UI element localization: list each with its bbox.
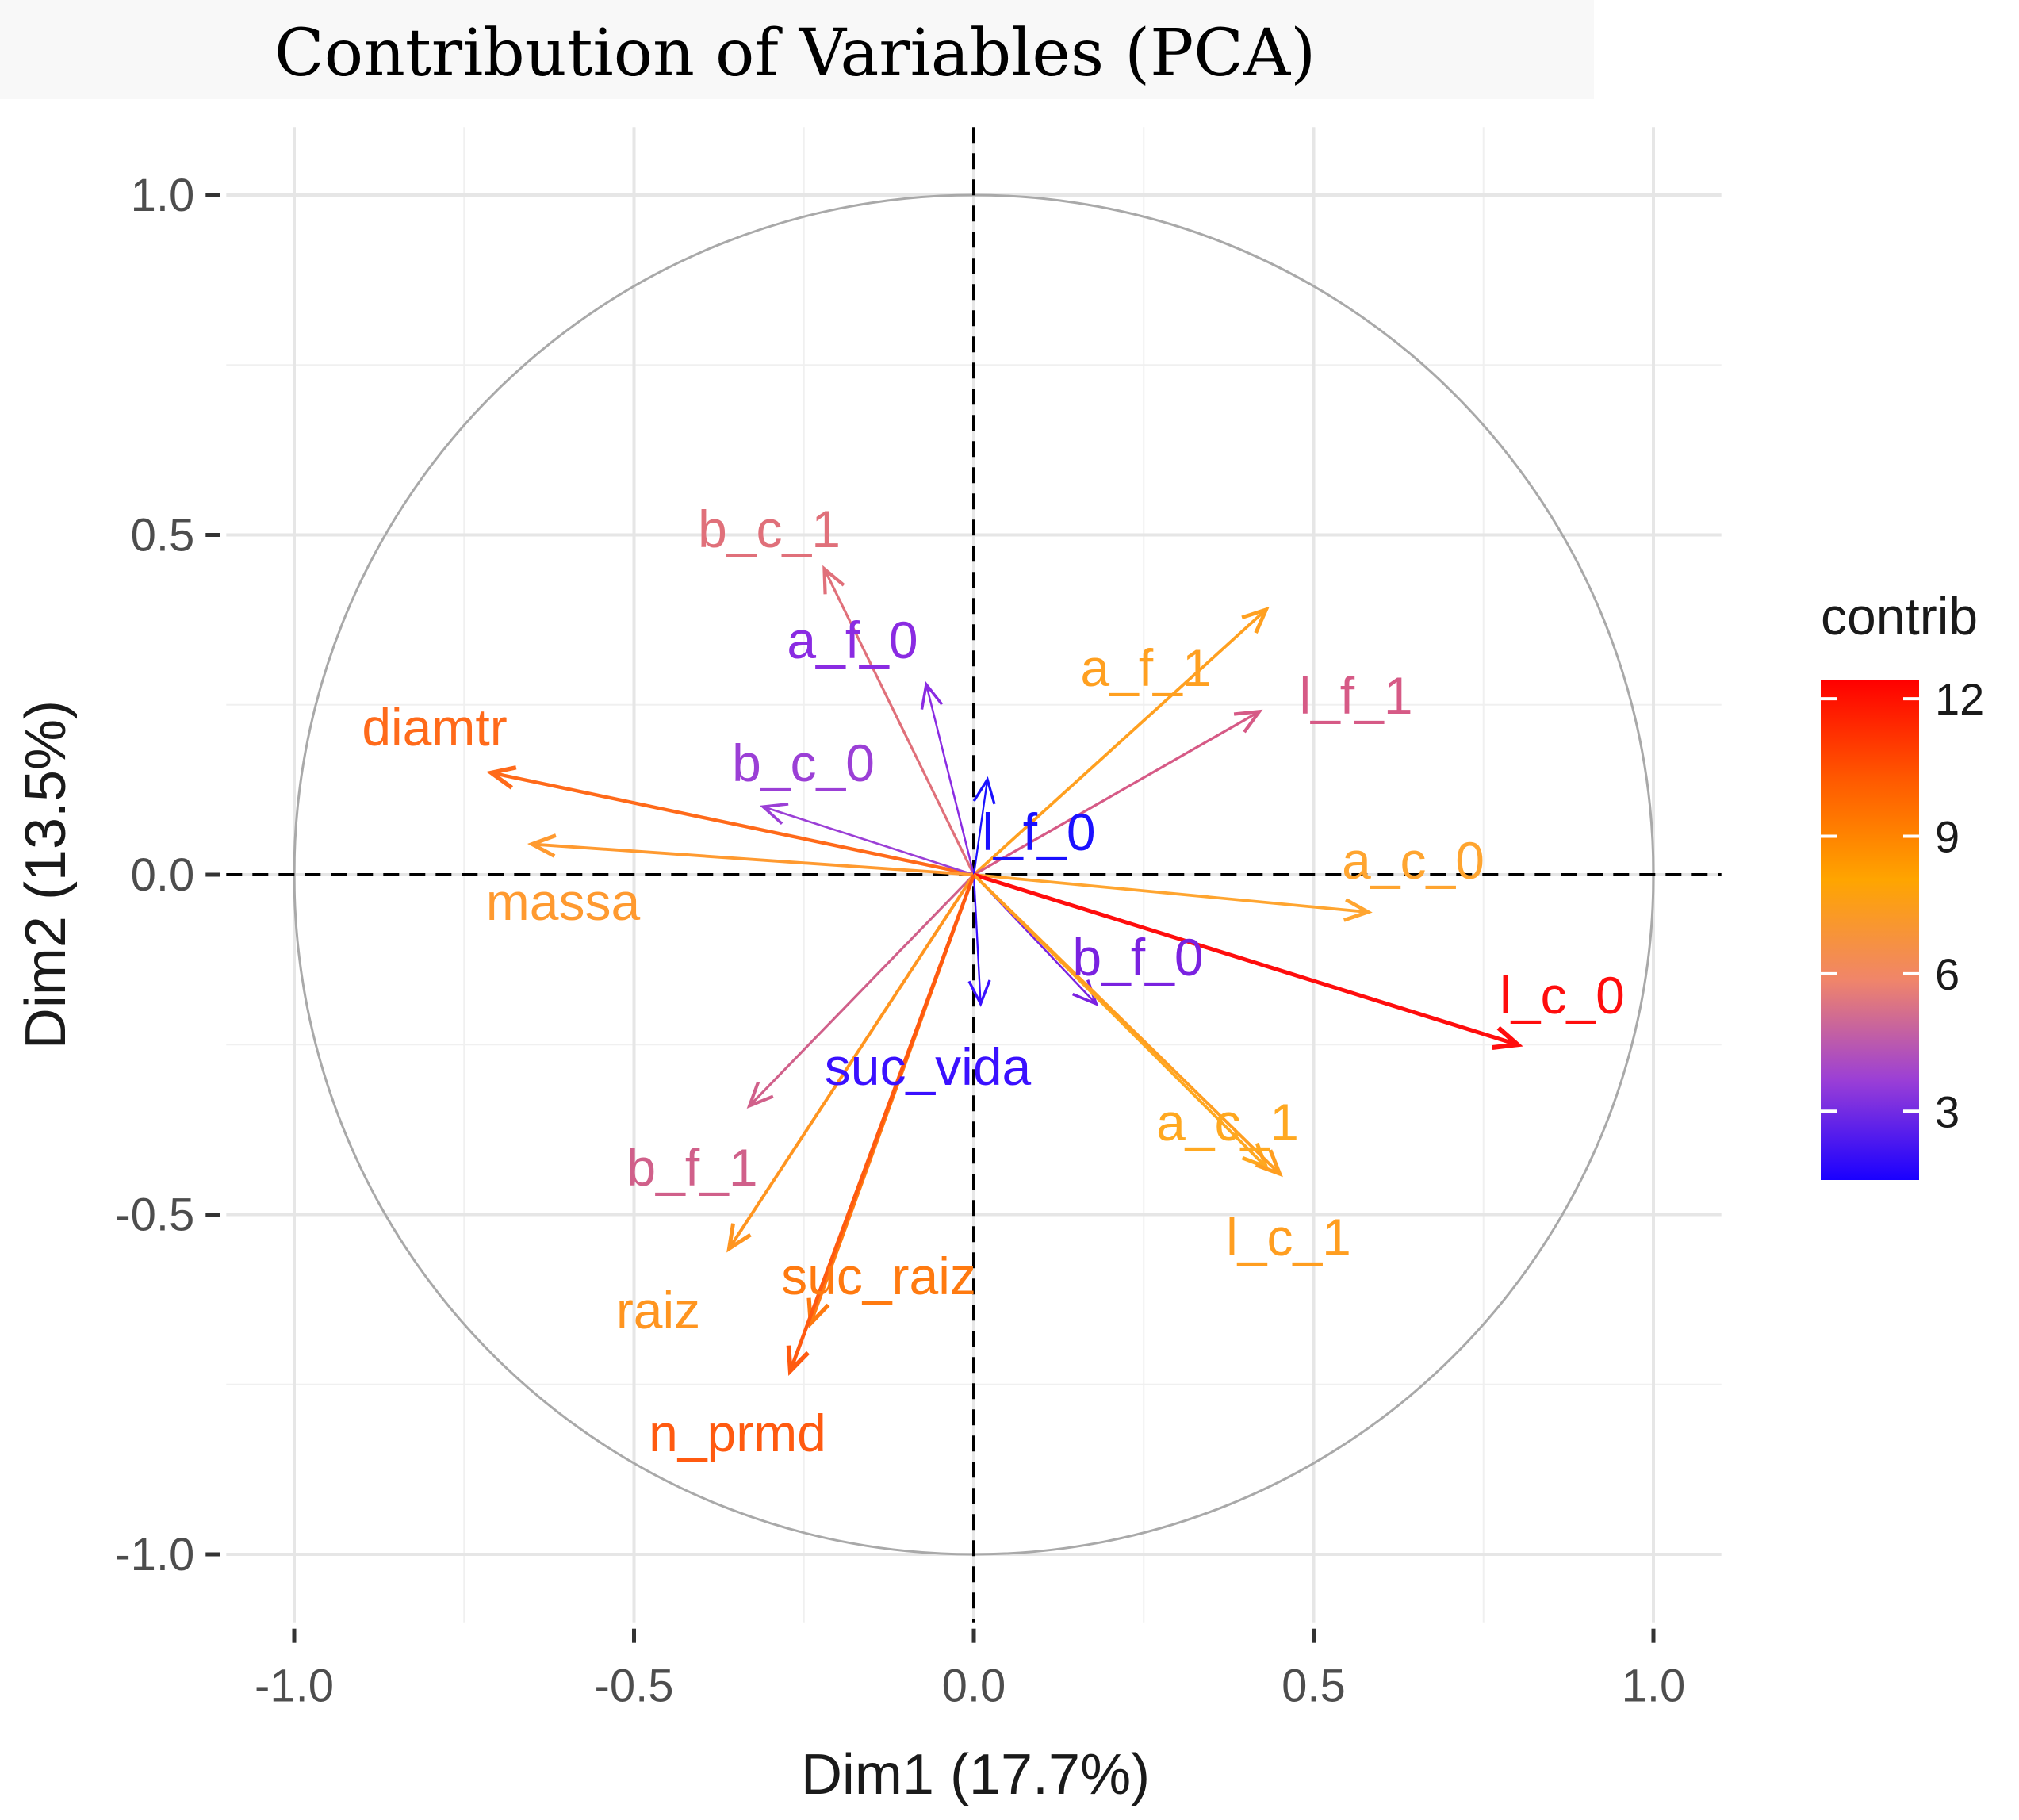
legend-tick-label: 12 xyxy=(1935,674,1984,724)
arrow-b_c_0 xyxy=(762,806,975,876)
chart-title: Contribution of Variables (PCA) xyxy=(274,16,1316,91)
label-a_f_0: a_f_0 xyxy=(787,611,918,669)
label-suc_raiz: suc_raiz xyxy=(781,1247,976,1305)
legend-title: contrib xyxy=(1821,587,1978,646)
arrowhead-diamtr xyxy=(486,765,517,790)
label-raiz: raiz xyxy=(616,1281,700,1339)
label-b_c_0: b_c_0 xyxy=(732,734,875,792)
arrow-l_f_0 xyxy=(972,779,989,876)
arrow-a_f_0 xyxy=(925,684,975,876)
arrowhead-l_f_1 xyxy=(1233,709,1263,734)
legend-tick-label: 3 xyxy=(1935,1086,1960,1136)
label-l_c_1: l_c_1 xyxy=(1226,1208,1351,1266)
arrowhead-a_c_0 xyxy=(1343,898,1373,922)
y-axis-label: Dim2 (13.5%) xyxy=(14,700,78,1049)
arrowhead-l_c_0 xyxy=(1492,1025,1523,1050)
arrowhead-massa xyxy=(527,833,557,858)
arrowhead-l_c_1 xyxy=(1255,1149,1283,1178)
label-a_c_0: a_c_0 xyxy=(1342,831,1485,890)
y-tick-label: -0.5 xyxy=(115,1190,194,1241)
arrow-l_f_1 xyxy=(973,710,1260,876)
label-l_f_1: l_f_1 xyxy=(1299,666,1412,725)
arrow-n_prmd xyxy=(788,874,976,1372)
arrow-massa xyxy=(531,842,975,876)
arrowhead-suc_raiz xyxy=(806,1297,830,1328)
arrow-b_c_1 xyxy=(823,568,975,876)
legend-tick-label: 6 xyxy=(1935,949,1960,999)
y-tick-label: 0.5 xyxy=(131,510,195,561)
arrowhead-raiz xyxy=(726,1223,752,1253)
label-diamtr: diamtr xyxy=(362,698,507,757)
label-b_c_1: b_c_1 xyxy=(698,500,841,558)
arrowhead-suc_vida xyxy=(967,979,991,1007)
arrowhead-b_f_1 xyxy=(746,1081,774,1109)
x-axis-label: Dim1 (17.7%) xyxy=(801,1743,1150,1807)
y-tick-label: -1.0 xyxy=(115,1529,194,1581)
x-axis: -1.0 -0.5 0.0 0.5 1.0 xyxy=(255,1628,1686,1712)
x-tick-label: -0.5 xyxy=(595,1661,674,1712)
label-l_c_0: l_c_0 xyxy=(1500,966,1625,1025)
y-tick-label: 1.0 xyxy=(131,170,195,221)
arrow-b_f_1 xyxy=(749,873,975,1107)
legend-colorbar xyxy=(1821,680,1919,1180)
x-tick-label: -1.0 xyxy=(255,1661,334,1712)
arrow-a_c_0 xyxy=(973,873,1369,914)
contrib-legend: contrib 12 9 6 3 xyxy=(1821,587,1984,1180)
label-massa: massa xyxy=(486,872,641,931)
label-n_prmd: n_prmd xyxy=(649,1404,826,1462)
x-tick-label: 0.0 xyxy=(942,1661,1006,1712)
y-tick-label: 0.0 xyxy=(131,849,195,901)
arrowhead-a_f_1 xyxy=(1241,606,1270,634)
variable-arrows xyxy=(486,565,1523,1377)
arrow-l_c_0 xyxy=(973,872,1519,1047)
arrow-a_f_1 xyxy=(972,608,1267,876)
label-a_c_1: a_c_1 xyxy=(1156,1093,1299,1151)
label-b_f_1: b_f_1 xyxy=(626,1138,757,1197)
legend-ticks: 12 9 6 3 xyxy=(1821,674,1984,1136)
arrowhead-l_f_0 xyxy=(972,776,996,805)
label-a_f_1: a_f_1 xyxy=(1080,638,1211,697)
arrow-l_c_1 xyxy=(972,873,1281,1175)
arrowhead-a_f_0 xyxy=(920,680,944,710)
label-suc_vida: suc_vida xyxy=(825,1037,1032,1096)
title-band xyxy=(0,0,1594,99)
x-tick-label: 0.5 xyxy=(1282,1661,1346,1712)
arrowhead-b_c_0 xyxy=(760,803,789,826)
arrow-diamtr xyxy=(491,771,975,877)
y-axis: 1.0 0.5 0.0 -0.5 -1.0 xyxy=(115,170,220,1581)
arrowhead-b_c_1 xyxy=(822,565,845,595)
arrow-suc_vida xyxy=(972,874,982,1004)
x-tick-label: 1.0 xyxy=(1622,1661,1686,1712)
label-l_f_0: l_f_0 xyxy=(982,803,1095,861)
label-b_f_0: b_f_0 xyxy=(1072,928,1203,987)
arrow-raiz xyxy=(727,873,975,1250)
legend-tick-label: 9 xyxy=(1935,812,1960,862)
arrowhead-n_prmd xyxy=(786,1345,810,1377)
